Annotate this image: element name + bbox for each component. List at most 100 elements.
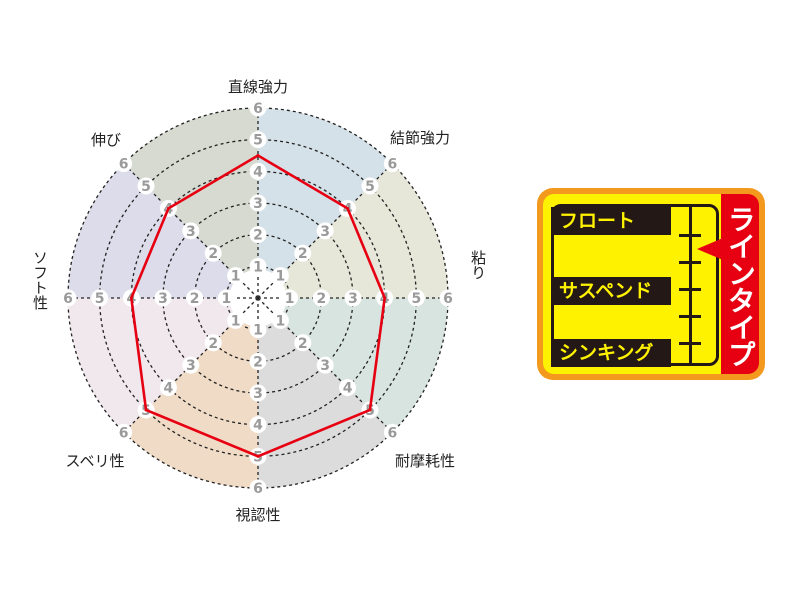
tick-label: 2 <box>208 336 218 352</box>
tick-label: 3 <box>186 358 196 374</box>
tick-label: 6 <box>387 157 397 173</box>
tick-badge <box>361 177 379 195</box>
radar-sector <box>123 318 258 488</box>
tick-badge <box>227 311 245 329</box>
tick-label: 6 <box>63 291 73 307</box>
tick-label: 3 <box>186 224 196 240</box>
tick-label: 3 <box>158 291 168 307</box>
tick-label: 1 <box>253 259 263 275</box>
tick-label: 2 <box>298 246 308 262</box>
tick-badge <box>249 416 267 434</box>
tick-badge <box>204 244 222 262</box>
radar-sector <box>258 108 393 278</box>
tick-label: 1 <box>276 269 286 285</box>
tick-label: 3 <box>253 196 263 212</box>
tick-label: 2 <box>298 336 308 352</box>
tick-label: 5 <box>141 179 151 195</box>
data-point <box>166 206 170 210</box>
scale-tick <box>679 315 701 318</box>
radar-sector <box>278 298 448 433</box>
tick-label: 1 <box>253 323 263 339</box>
tick-badge <box>316 222 334 240</box>
line-type-badge: フロート サスペンド シンキング ラインタイプ <box>537 188 765 380</box>
tick-badge <box>249 321 267 339</box>
tick-badge <box>137 177 155 195</box>
tick-badge <box>294 334 312 352</box>
axis-label: 耐摩耗性 <box>395 452 455 470</box>
data-point <box>144 408 148 412</box>
axis-label: スベリ性 <box>66 452 125 470</box>
tick-label: 3 <box>253 386 263 402</box>
tick-badge <box>439 289 457 307</box>
radar-chart: 1234561234561234561234561234561234561234… <box>59 78 457 524</box>
tick-badge <box>249 352 267 370</box>
type-sinking: シンキング <box>551 339 671 367</box>
tick-label: 6 <box>119 157 129 173</box>
tick-badge <box>271 311 289 329</box>
tick-badge <box>383 423 401 441</box>
tick-badge <box>115 155 133 173</box>
tick-badge <box>312 289 330 307</box>
type-suspend: サスペンド <box>551 277 671 305</box>
tick-badge <box>115 423 133 441</box>
axis-label-soft: ソフト性 <box>31 250 49 310</box>
radar-sector <box>258 318 393 488</box>
tick-label: 5 <box>365 179 375 195</box>
data-point <box>368 408 372 412</box>
tick-label: 6 <box>119 425 129 441</box>
tick-label: 2 <box>253 354 263 370</box>
tick-label: 1 <box>231 269 241 285</box>
tick-label: 6 <box>253 481 263 497</box>
tick-label: 1 <box>285 291 295 307</box>
tick-badge <box>249 99 267 117</box>
badge-panel: フロート サスペンド シンキング ラインタイプ <box>543 194 759 374</box>
tick-badge <box>249 194 267 212</box>
tick-label: 6 <box>443 291 453 307</box>
scale-tick <box>679 234 701 237</box>
tick-label: 3 <box>348 291 358 307</box>
tick-badge <box>91 289 109 307</box>
scale-line <box>689 204 692 366</box>
tick-badge <box>159 379 177 397</box>
tick-badge <box>59 289 77 307</box>
radar-sector <box>278 163 448 298</box>
tick-badge <box>407 289 425 307</box>
tick-badge <box>154 289 172 307</box>
tick-badge <box>344 289 362 307</box>
scale-tick <box>679 261 701 264</box>
tick-label: 6 <box>387 425 397 441</box>
tick-badge <box>281 289 299 307</box>
radar-sector <box>68 163 238 298</box>
tick-label: 6 <box>253 101 263 117</box>
data-point <box>256 454 260 458</box>
tick-label: 2 <box>190 291 200 307</box>
tick-label: 5 <box>253 133 263 149</box>
data-point <box>346 206 350 210</box>
tick-label: 1 <box>276 313 286 329</box>
tick-badge <box>249 226 267 244</box>
tick-label: 2 <box>316 291 326 307</box>
tick-label: 3 <box>320 358 330 374</box>
tick-badge <box>271 267 289 285</box>
axis-label: 伸び <box>91 131 121 149</box>
indicator-arrow-icon <box>697 237 723 260</box>
badge-title: ラインタイプ <box>721 194 759 374</box>
axis-label: 結節強力 <box>390 129 450 147</box>
tick-label: 4 <box>343 381 353 397</box>
tick-badge <box>294 244 312 262</box>
scale-tick <box>679 288 701 291</box>
type-float: フロート <box>551 207 671 235</box>
tick-badge <box>204 334 222 352</box>
tick-badge <box>383 155 401 173</box>
tick-label: 4 <box>253 164 263 180</box>
data-point <box>383 296 387 300</box>
axis-label: 視認性 <box>235 506 280 524</box>
tick-badge <box>249 162 267 180</box>
tick-label: 2 <box>253 228 263 244</box>
tick-badge <box>217 289 235 307</box>
tick-badge <box>249 384 267 402</box>
tick-label: 5 <box>411 291 421 307</box>
radar-sector <box>68 298 238 433</box>
tick-label: 2 <box>208 246 218 262</box>
tick-badge <box>227 267 245 285</box>
